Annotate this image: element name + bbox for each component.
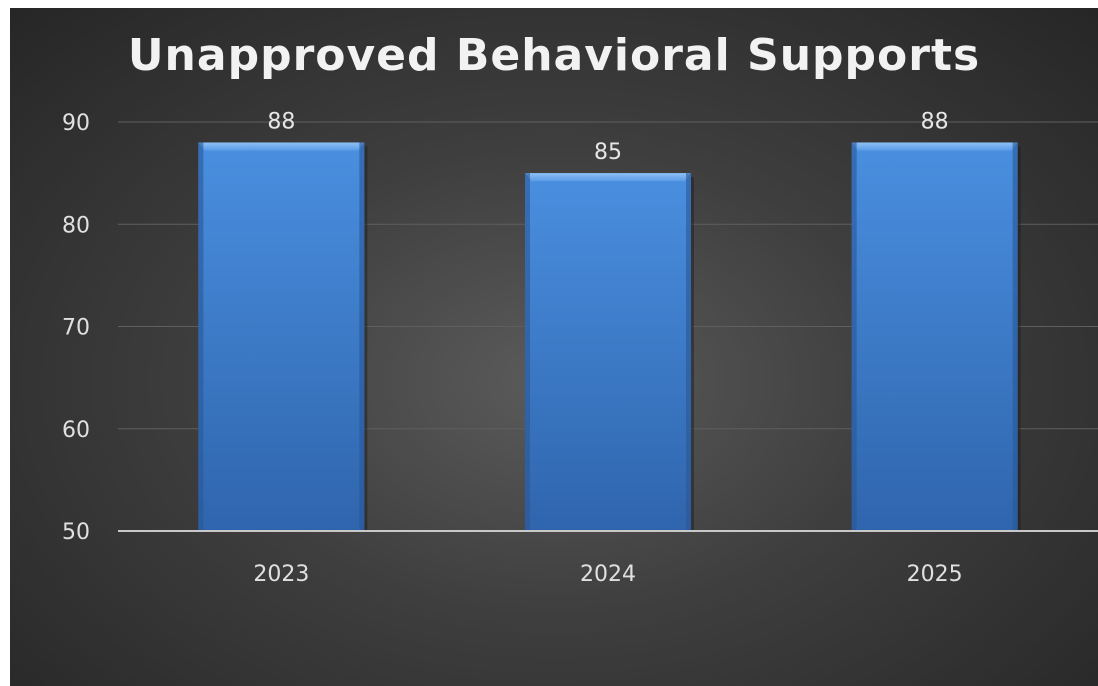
y-tick-label: 90 <box>62 111 90 136</box>
x-tick-label: 2024 <box>580 562 636 587</box>
bar-edge <box>851 142 857 531</box>
chart-frame: Unapproved Behavioral Supports 50 60 70 80 9… <box>10 8 1098 686</box>
y-tick-label: 80 <box>62 213 90 238</box>
bar-top-bevel <box>525 173 691 182</box>
bars <box>198 142 1021 531</box>
x-tick-label: 2023 <box>253 562 309 587</box>
data-label: 85 <box>594 140 622 165</box>
bar-edge <box>359 142 365 531</box>
bar-chart: Unapproved Behavioral Supports 50 60 70 80 9… <box>62 30 1098 587</box>
data-label: 88 <box>921 109 949 134</box>
y-tick-label: 50 <box>62 520 90 545</box>
bar-edge <box>198 142 204 531</box>
bar-edge <box>1012 142 1018 531</box>
bar <box>851 142 1018 531</box>
bar <box>198 142 365 531</box>
x-tick-label: 2025 <box>907 562 963 587</box>
bar-top-bevel <box>198 142 365 151</box>
bar-edge <box>686 173 691 531</box>
data-label: 88 <box>267 109 295 134</box>
data-labels: 88 85 88 <box>267 109 948 165</box>
x-axis-ticks: 2023 2024 2025 <box>253 562 962 587</box>
y-axis-ticks: 50 60 70 80 90 <box>62 111 90 545</box>
bar-2025 <box>851 142 1021 531</box>
y-tick-label: 70 <box>62 316 90 341</box>
bar-2024 <box>525 173 694 531</box>
y-tick-label: 60 <box>62 418 90 443</box>
bar-2023 <box>198 142 368 531</box>
bar-top-bevel <box>851 142 1018 151</box>
bar <box>525 173 691 531</box>
bar-edge <box>525 173 530 531</box>
chart-title: Unapproved Behavioral Supports <box>128 30 980 81</box>
